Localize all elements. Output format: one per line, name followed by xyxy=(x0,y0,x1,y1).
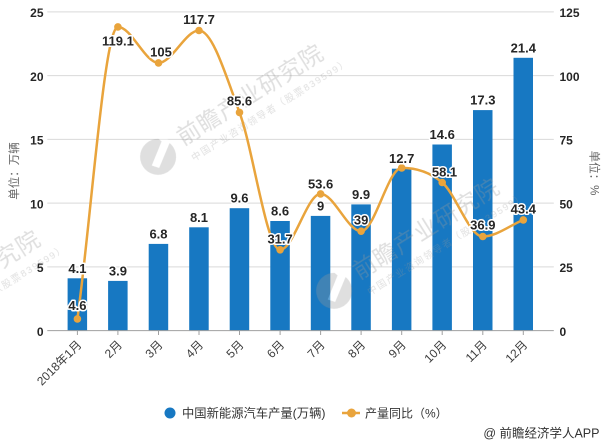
svg-text:8月: 8月 xyxy=(345,338,368,361)
svg-text:12月: 12月 xyxy=(503,338,531,366)
svg-text:9.6: 9.6 xyxy=(230,191,248,206)
svg-text:10月: 10月 xyxy=(421,338,449,366)
svg-text:14.6: 14.6 xyxy=(430,127,455,142)
svg-text:12.7: 12.7 xyxy=(389,151,414,166)
svg-text:7月: 7月 xyxy=(305,338,328,361)
svg-text:50: 50 xyxy=(560,197,574,211)
svg-text:单位：%: 单位：% xyxy=(588,151,602,196)
svg-text:8.1: 8.1 xyxy=(190,210,208,225)
svg-text:85.6: 85.6 xyxy=(227,94,252,109)
svg-text:8.6: 8.6 xyxy=(271,204,289,219)
svg-text:39: 39 xyxy=(354,213,368,228)
svg-text:4.6: 4.6 xyxy=(68,298,86,313)
svg-text:20: 20 xyxy=(30,70,44,84)
svg-text:9.9: 9.9 xyxy=(352,187,370,202)
svg-text:53.6: 53.6 xyxy=(308,176,333,191)
svg-text:10: 10 xyxy=(30,197,44,211)
svg-text:105: 105 xyxy=(150,45,172,60)
svg-text:9: 9 xyxy=(317,198,324,213)
svg-text:6.8: 6.8 xyxy=(149,226,167,241)
svg-text:0: 0 xyxy=(37,325,44,339)
svg-text:36.9: 36.9 xyxy=(470,218,495,233)
svg-text:中国新能源汽车产量(万辆): 中国新能源汽车产量(万辆) xyxy=(182,406,325,421)
svg-text:75: 75 xyxy=(560,134,574,148)
svg-text:2018年1月: 2018年1月 xyxy=(34,338,84,388)
svg-text:4.1: 4.1 xyxy=(68,261,86,276)
svg-text:11月: 11月 xyxy=(463,338,490,365)
svg-text:43.4: 43.4 xyxy=(511,201,537,216)
svg-text:15: 15 xyxy=(30,134,44,148)
svg-text:产量同比（%）: 产量同比（%） xyxy=(365,407,448,421)
svg-text:3.9: 3.9 xyxy=(109,263,127,278)
svg-text:21.4: 21.4 xyxy=(511,40,537,55)
svg-text:31.7: 31.7 xyxy=(267,232,292,247)
svg-text:2月: 2月 xyxy=(102,338,125,361)
svg-text:25: 25 xyxy=(560,261,574,275)
svg-text:125: 125 xyxy=(560,6,580,20)
svg-text:@ 前瞻经济学人APP: @ 前瞻经济学人APP xyxy=(483,425,599,440)
svg-text:17.3: 17.3 xyxy=(470,93,495,108)
svg-text:6月: 6月 xyxy=(264,338,287,361)
svg-text:100: 100 xyxy=(560,70,580,84)
svg-text:58.1: 58.1 xyxy=(432,164,457,179)
svg-text:4月: 4月 xyxy=(183,338,206,361)
svg-text:9月: 9月 xyxy=(386,338,409,361)
svg-text:5: 5 xyxy=(37,261,44,275)
svg-text:25: 25 xyxy=(30,6,44,20)
svg-text:0: 0 xyxy=(560,325,567,339)
svg-text:117.7: 117.7 xyxy=(183,12,215,27)
svg-text:单位：万辆: 单位：万辆 xyxy=(7,142,21,200)
svg-text:5月: 5月 xyxy=(224,338,247,361)
svg-text:119.1: 119.1 xyxy=(102,33,134,48)
svg-text:3月: 3月 xyxy=(143,338,166,361)
